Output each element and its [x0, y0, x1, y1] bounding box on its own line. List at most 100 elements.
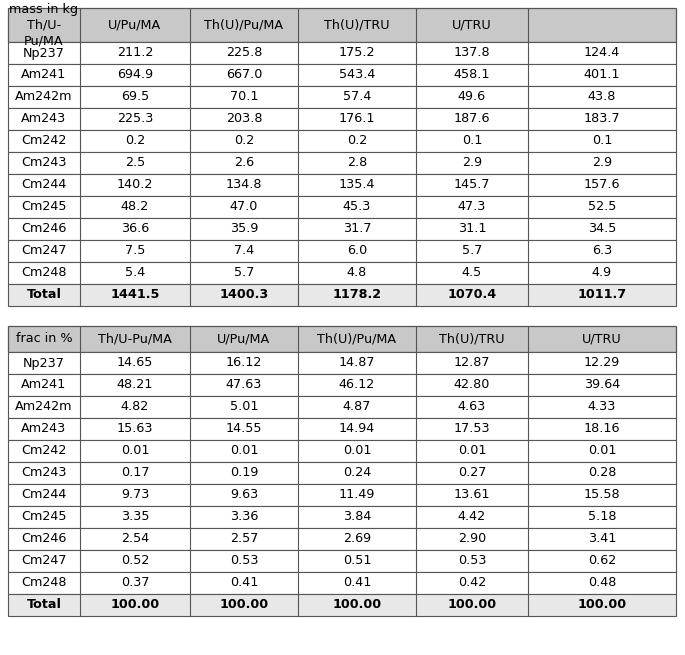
- Bar: [8, 374, 676, 396]
- Text: 0.01: 0.01: [458, 445, 486, 457]
- Text: 35.9: 35.9: [229, 223, 258, 236]
- Text: 69.5: 69.5: [121, 90, 149, 103]
- Text: 0.52: 0.52: [121, 555, 149, 567]
- Text: 14.87: 14.87: [339, 356, 375, 369]
- Text: 17.53: 17.53: [453, 422, 490, 436]
- Text: Th(U)/TRU: Th(U)/TRU: [439, 333, 505, 345]
- Bar: [8, 196, 676, 218]
- Text: Cm245: Cm245: [21, 200, 66, 214]
- Text: 47.63: 47.63: [226, 379, 262, 392]
- Text: 2.8: 2.8: [347, 157, 367, 170]
- Text: Total: Total: [27, 599, 62, 612]
- Text: Cm247: Cm247: [21, 555, 66, 567]
- Text: 14.65: 14.65: [117, 356, 153, 369]
- Bar: [8, 528, 676, 550]
- Bar: [8, 218, 676, 240]
- Bar: [8, 484, 676, 506]
- Text: 0.28: 0.28: [588, 466, 616, 479]
- Text: Cm246: Cm246: [21, 533, 66, 546]
- Text: 13.61: 13.61: [453, 489, 490, 502]
- Text: Cm244: Cm244: [21, 179, 66, 191]
- Text: 2.9: 2.9: [592, 157, 612, 170]
- Text: 7.4: 7.4: [234, 244, 254, 257]
- Text: Cm244: Cm244: [21, 489, 66, 502]
- Text: 4.9: 4.9: [592, 267, 612, 280]
- Text: 0.41: 0.41: [229, 576, 258, 590]
- Text: 7.5: 7.5: [125, 244, 145, 257]
- Text: 43.8: 43.8: [588, 90, 616, 103]
- Text: 203.8: 203.8: [226, 113, 262, 126]
- Text: 543.4: 543.4: [339, 69, 375, 81]
- Text: 1011.7: 1011.7: [577, 288, 627, 301]
- Bar: [8, 418, 676, 440]
- Text: 0.1: 0.1: [462, 134, 482, 147]
- Text: 47.0: 47.0: [229, 200, 258, 214]
- Text: 18.16: 18.16: [584, 422, 620, 436]
- Text: 3.36: 3.36: [229, 510, 258, 523]
- Text: Am242m: Am242m: [15, 400, 73, 413]
- Text: 4.63: 4.63: [458, 400, 486, 413]
- Text: 135.4: 135.4: [339, 179, 375, 191]
- Text: 157.6: 157.6: [584, 179, 620, 191]
- Text: 0.42: 0.42: [458, 576, 486, 590]
- Text: 6.0: 6.0: [347, 244, 367, 257]
- Text: 100.00: 100.00: [219, 599, 269, 612]
- Text: Cm245: Cm245: [21, 510, 66, 523]
- Bar: [8, 594, 676, 616]
- Text: 3.35: 3.35: [121, 510, 149, 523]
- Bar: [8, 462, 676, 484]
- Text: 0.24: 0.24: [343, 466, 371, 479]
- Text: 3.84: 3.84: [342, 510, 371, 523]
- Text: 31.1: 31.1: [458, 223, 486, 236]
- Text: 0.53: 0.53: [458, 555, 486, 567]
- Text: 2.5: 2.5: [125, 157, 145, 170]
- Text: 100.00: 100.00: [577, 599, 627, 612]
- Text: 0.2: 0.2: [234, 134, 254, 147]
- Text: 5.4: 5.4: [125, 267, 145, 280]
- Text: 52.5: 52.5: [588, 200, 616, 214]
- Text: 48.21: 48.21: [117, 379, 153, 392]
- Text: Cm248: Cm248: [21, 576, 66, 590]
- Text: 100.00: 100.00: [110, 599, 160, 612]
- Text: U/TRU: U/TRU: [582, 333, 622, 345]
- Text: Cm247: Cm247: [21, 244, 66, 257]
- Text: 9.73: 9.73: [121, 489, 149, 502]
- Text: 14.55: 14.55: [226, 422, 262, 436]
- Text: mass in kg
Th/U-
Pu/MA: mass in kg Th/U- Pu/MA: [10, 3, 79, 47]
- Text: Am243: Am243: [21, 422, 66, 436]
- Text: Cm248: Cm248: [21, 267, 66, 280]
- Text: 9.63: 9.63: [230, 489, 258, 502]
- Bar: [8, 572, 676, 594]
- Text: Cm242: Cm242: [21, 134, 66, 147]
- Text: 187.6: 187.6: [453, 113, 490, 126]
- Text: 70.1: 70.1: [229, 90, 258, 103]
- Text: 47.3: 47.3: [458, 200, 486, 214]
- Bar: [8, 352, 676, 374]
- Text: 2.9: 2.9: [462, 157, 482, 170]
- Text: 0.17: 0.17: [121, 466, 149, 479]
- Text: 401.1: 401.1: [584, 69, 620, 81]
- Text: Np237: Np237: [23, 356, 65, 369]
- Text: 175.2: 175.2: [339, 47, 375, 60]
- Bar: [8, 240, 676, 262]
- Text: Th(U)/TRU: Th(U)/TRU: [324, 18, 390, 31]
- Text: Th(U)/Pu/MA: Th(U)/Pu/MA: [317, 333, 397, 345]
- Text: 0.01: 0.01: [588, 445, 616, 457]
- Text: 34.5: 34.5: [588, 223, 616, 236]
- Text: 4.82: 4.82: [121, 400, 149, 413]
- Text: 1070.4: 1070.4: [447, 288, 497, 301]
- Text: 0.2: 0.2: [347, 134, 367, 147]
- Text: 0.62: 0.62: [588, 555, 616, 567]
- Text: 31.7: 31.7: [342, 223, 371, 236]
- Text: Cm246: Cm246: [21, 223, 66, 236]
- Text: 0.01: 0.01: [229, 445, 258, 457]
- Bar: [8, 8, 676, 42]
- Text: 134.8: 134.8: [226, 179, 262, 191]
- Text: 100.00: 100.00: [447, 599, 497, 612]
- Text: 39.64: 39.64: [584, 379, 620, 392]
- Text: 15.58: 15.58: [584, 489, 621, 502]
- Text: 12.87: 12.87: [453, 356, 490, 369]
- Text: 2.54: 2.54: [121, 533, 149, 546]
- Text: 1178.2: 1178.2: [332, 288, 382, 301]
- Text: 0.48: 0.48: [588, 576, 616, 590]
